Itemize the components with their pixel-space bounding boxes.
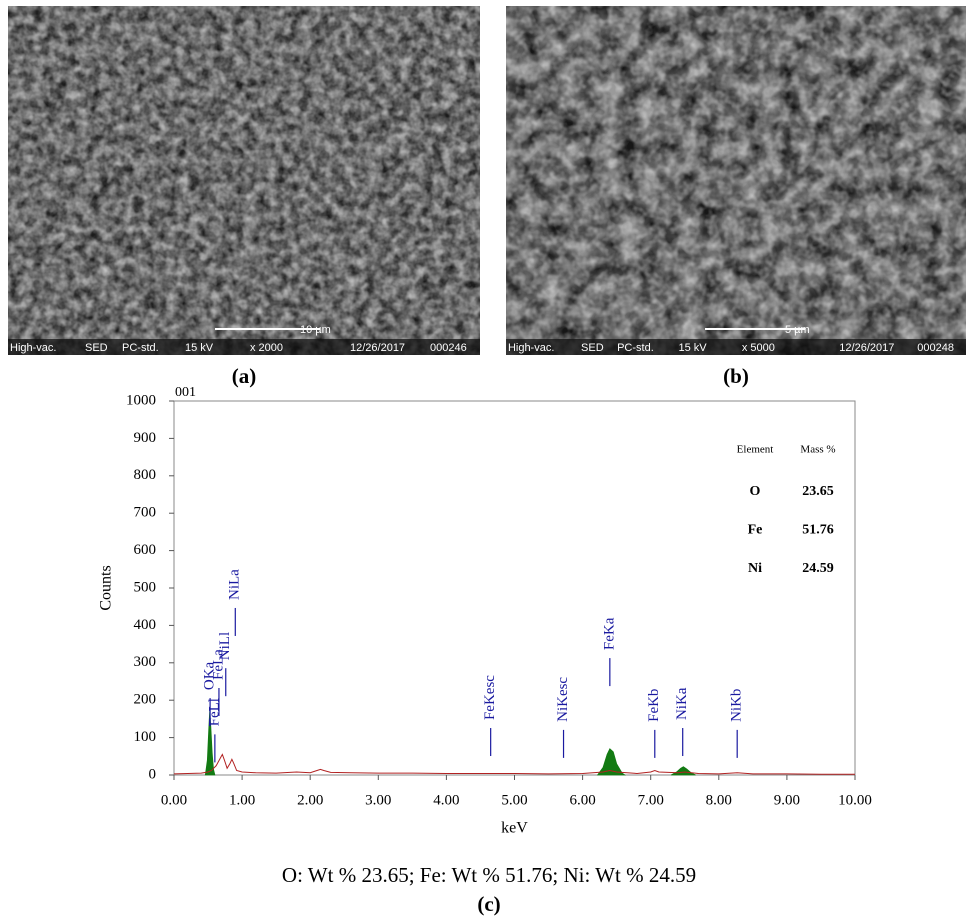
x-tick-label: 5.00	[501, 792, 527, 808]
sem-info-text: 12/26/2017	[839, 342, 894, 354]
peak-label: FeKa	[601, 617, 617, 650]
y-tick-label: 300	[134, 654, 157, 670]
sem-info-text: 000248	[917, 342, 954, 354]
y-tick-label: 800	[134, 467, 157, 483]
chart-title: 001	[175, 385, 196, 400]
x-axis-label: keV	[501, 820, 528, 837]
y-axis-label: Counts	[98, 565, 115, 610]
spectrum-area	[204, 709, 696, 776]
peak-label: OKa	[202, 661, 218, 690]
peak-label: NiLa	[227, 569, 243, 600]
sem-info-text: 15 kV	[185, 342, 214, 354]
sem-info-text: 15 kV	[679, 342, 708, 354]
peak-label: FeLl	[206, 698, 222, 726]
sem-info-text: SED	[85, 342, 108, 354]
y-tick-label: 0	[149, 766, 157, 782]
sem-info-text: 000246	[430, 342, 467, 354]
table-cell: 23.65	[802, 484, 834, 499]
sem-image-a	[8, 6, 480, 355]
scale-bar-label: 10 µm	[300, 324, 331, 336]
x-tick-label: 0.00	[161, 792, 187, 808]
eds-chart: 001 keV Counts 0 100 200 300 400 500 600 700 800 900…	[98, 385, 872, 836]
sem-info-text: x 5000	[742, 342, 775, 354]
y-tick-label: 500	[134, 579, 157, 595]
peak-label: FeKb	[646, 689, 662, 722]
sem-info-text: High-vac.	[10, 342, 56, 354]
x-tick-label: 8.00	[706, 792, 732, 808]
x-tick-label: 6.00	[569, 792, 595, 808]
table-header: Element	[737, 444, 774, 456]
peak-label: NiLl	[217, 632, 233, 660]
sem-info-text: High-vac.	[508, 342, 554, 354]
y-tick-label: 400	[134, 617, 157, 633]
sem-info-text: SED	[581, 342, 604, 354]
table-cell: O	[750, 484, 761, 499]
sem-info-text: x 2000	[250, 342, 283, 354]
panel-label: (b)	[723, 364, 749, 388]
x-tick-label: 3.00	[365, 792, 391, 808]
y-tick-label: 1000	[126, 392, 156, 408]
scale-bar-label: 5 µm	[785, 324, 810, 336]
y-tick-label: 200	[134, 692, 157, 708]
sem-info-text: PC-std.	[617, 342, 654, 354]
sem-image-b	[506, 6, 966, 355]
table-cell: Fe	[748, 523, 763, 538]
peak-label: FeLa	[210, 649, 226, 680]
peak-label: NiKesc	[555, 677, 571, 722]
peak-label: FeKesc	[482, 675, 498, 720]
x-tick-label: 10.00	[838, 792, 872, 808]
x-tick-label: 4.00	[433, 792, 459, 808]
x-tick-label: 9.00	[774, 792, 800, 808]
x-tick-label: 1.00	[229, 792, 255, 808]
spectrum-line	[173, 753, 855, 775]
y-tick-label: 900	[134, 430, 157, 446]
x-tick-label: 2.00	[297, 792, 323, 808]
panel-label: (a)	[232, 364, 257, 388]
peak-label: NiKa	[674, 687, 690, 720]
caption: O: Wt % 23.65; Fe: Wt % 51.76; Ni: Wt % …	[282, 863, 696, 887]
table-cell: 24.59	[802, 561, 834, 576]
table-cell: 51.76	[802, 523, 834, 538]
y-tick-label: 600	[134, 542, 157, 558]
x-tick-label: 7.00	[638, 792, 664, 808]
sem-info-text: PC-std.	[122, 342, 159, 354]
table-cell: Ni	[748, 561, 762, 576]
table-header: Mass %	[800, 444, 835, 456]
plot-frame	[173, 400, 856, 776]
y-tick-label: 100	[134, 729, 157, 745]
sem-info-text: 12/26/2017	[350, 342, 405, 354]
peak-label: NiKb	[729, 689, 745, 722]
y-tick-label: 700	[134, 505, 157, 521]
caption-label: (c)	[477, 892, 500, 916]
